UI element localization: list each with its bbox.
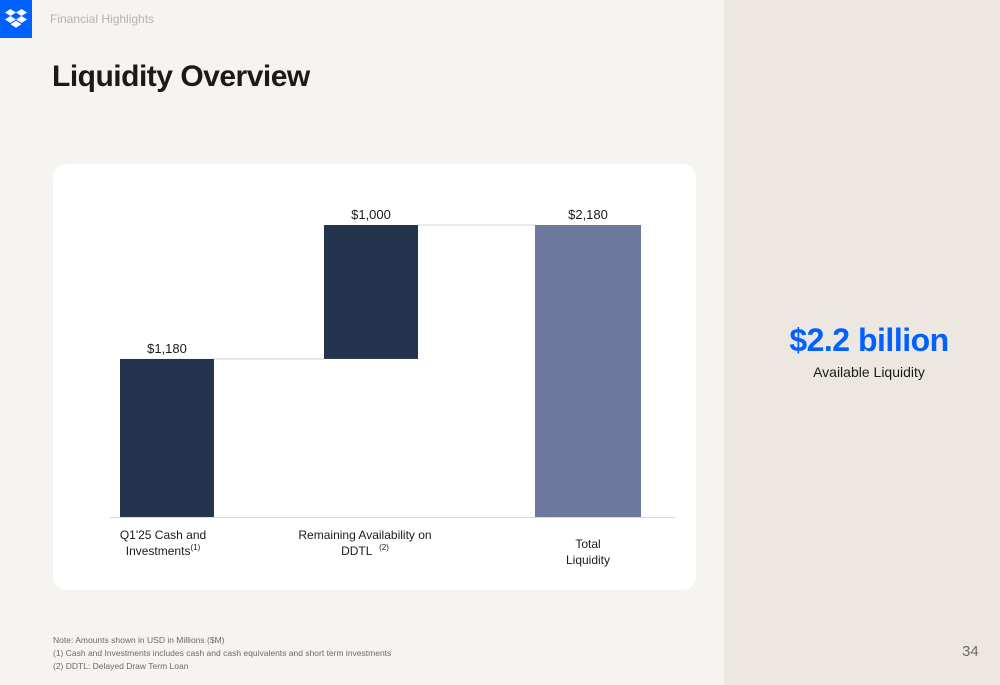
section-label: Financial Highlights [50,12,155,26]
dropbox-logo [0,0,32,38]
x-label-line2: Liquidity [565,553,611,567]
x-label-line1: Remaining Availability on [298,528,432,542]
data-label-0: $1,180 [147,341,187,356]
x-label-cash-investments: Q1'25 Cash and Investments(1) [98,527,228,559]
note-line: (1) Cash and Investments includes cash a… [53,648,392,658]
footnote-marker: (2) [379,543,389,552]
note-line: (2) DDTL: Delayed Draw Term Loan [53,661,189,671]
x-label-line2: Investments [125,544,191,558]
x-label-line1: Q1'25 Cash and [119,528,207,542]
kpi-value: $2.2 billion [789,322,949,358]
right-panel [724,0,1000,685]
footnotes: Note: Amounts shown in USD in Millions (… [53,634,391,673]
x-label-ddtl: Remaining Availability on DDTL (2) [290,527,440,559]
chart-card: $1,180 $1,000 $2,180 Q1'25 Cash and Invest… [53,164,696,590]
note-line: Note: Amounts shown in USD in Millions (… [53,635,225,645]
kpi-label: Available Liquidity [813,364,925,380]
x-label-line1: Total [575,537,601,551]
bar-1 [324,225,418,359]
data-label-1: $1,000 [351,207,391,222]
footnote-marker: (1) [190,543,201,552]
data-label-2: $2,180 [568,207,608,222]
waterfall-chart: $1,180 $1,000 $2,180 [110,207,675,518]
x-label-total-liquidity: Total Liquidity [538,536,638,568]
page-number: 34 [962,643,979,660]
bar-0 [120,358,214,517]
dropbox-icon [5,9,27,28]
bar-2 [535,225,641,517]
page-title: Liquidity Overview [52,60,310,93]
x-label-line2: DDTL [341,544,373,558]
